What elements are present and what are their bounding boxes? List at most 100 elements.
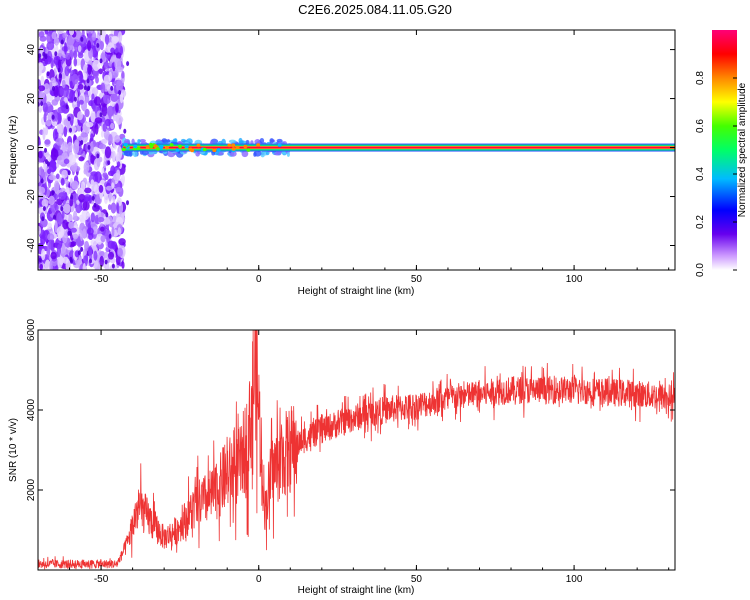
signal-halo-blob	[129, 150, 133, 157]
noise-blob	[82, 263, 87, 270]
signal-halo-blob	[139, 139, 146, 143]
noise-blob	[100, 235, 106, 243]
signal-blob	[212, 148, 217, 152]
noise-blob	[50, 77, 56, 84]
noise-blob	[93, 202, 97, 208]
noise-blob	[112, 195, 116, 203]
noise-blob	[116, 169, 121, 180]
signal-halo-blob	[241, 150, 249, 158]
noise-blob	[89, 142, 94, 153]
noise-blob	[110, 93, 119, 103]
bottom-y-axis-label: SNR (10 * v/v)	[8, 418, 19, 482]
noise-blob	[44, 30, 49, 35]
noise-blob	[80, 140, 84, 145]
noise-blob	[107, 204, 112, 211]
noise-blob	[82, 228, 87, 239]
noise-blob	[61, 79, 66, 89]
noise-blob	[121, 70, 125, 79]
noise-blob	[102, 94, 107, 102]
signal-halo-blob	[141, 150, 149, 156]
noise-blob	[77, 111, 83, 121]
noise-blob	[40, 234, 46, 245]
signal-halo-blob	[269, 138, 275, 144]
noise-blob	[48, 174, 57, 181]
signal-halo-blob	[254, 139, 261, 145]
noise-blob	[78, 193, 86, 203]
noise-blob	[56, 212, 62, 225]
noise-blob	[99, 255, 104, 267]
noise-blob	[53, 214, 56, 220]
noise-blob	[110, 202, 117, 214]
noise-blob	[61, 169, 68, 179]
noise-blob	[38, 225, 42, 236]
noise-blob	[98, 156, 103, 163]
noise-blob	[96, 43, 100, 48]
noise-blob	[38, 186, 46, 194]
noise-blob	[42, 102, 48, 113]
noise-blob	[115, 254, 121, 266]
noise-blob	[80, 246, 84, 252]
signal-halo-blob	[155, 140, 163, 145]
noise-blob	[69, 89, 75, 103]
noise-blob	[112, 36, 120, 42]
signal-halo-blob	[162, 139, 171, 143]
noise-blob	[72, 233, 79, 240]
noise-blob	[103, 251, 109, 259]
signal-blob	[164, 145, 169, 150]
noise-blob	[40, 101, 44, 107]
noise-blob	[64, 65, 70, 77]
noise-blob	[52, 86, 55, 91]
noise-blob	[54, 109, 58, 122]
noise-blob	[117, 31, 123, 43]
noise-blob	[100, 138, 108, 144]
signal-blob	[149, 144, 154, 149]
noise-blob	[38, 150, 43, 159]
signal-blob	[277, 143, 282, 147]
noise-blob	[110, 47, 115, 54]
noise-blob	[98, 184, 104, 193]
noise-blob	[83, 161, 90, 173]
noise-blob	[79, 73, 84, 84]
signal-blob	[216, 148, 221, 152]
noise-blob	[115, 114, 123, 125]
noise-blob	[62, 32, 68, 39]
colorbar-gradient	[712, 30, 737, 270]
noise-blob	[42, 127, 46, 141]
noise-blob	[72, 50, 78, 59]
noise-blob	[93, 184, 99, 195]
noise-blob	[84, 187, 92, 194]
noise-blob	[91, 31, 97, 41]
noise-blob	[57, 59, 62, 69]
noise-blob	[115, 187, 123, 193]
noise-blob	[79, 34, 87, 48]
noise-blob	[97, 216, 105, 223]
noise-blob	[70, 227, 77, 233]
noise-blob	[83, 85, 87, 91]
noise-blob	[117, 227, 122, 236]
noise-blob	[42, 51, 46, 57]
noise-blob	[44, 139, 51, 145]
noise-blob	[118, 147, 123, 159]
noise-blob	[97, 239, 102, 245]
noise-blob	[123, 128, 127, 134]
noise-blob	[121, 261, 125, 269]
signal-blob	[235, 145, 240, 150]
noise-blob	[42, 170, 47, 182]
noise-blob	[77, 250, 81, 256]
noise-blob	[86, 227, 94, 236]
noise-blob	[82, 200, 90, 211]
signal-halo-blob	[211, 151, 216, 156]
noise-blob	[107, 251, 115, 260]
noise-blob	[70, 194, 74, 200]
noise-blob	[41, 216, 45, 222]
colorbar-tick-label: 0.4	[695, 167, 706, 181]
noise-blob	[84, 196, 90, 202]
signal-blob	[169, 143, 174, 147]
noise-blob	[121, 174, 125, 184]
signal-halo-blob	[259, 138, 265, 144]
noise-blob	[56, 226, 65, 238]
noise-blob	[80, 181, 86, 192]
colorbar-tick-label: 0.2	[695, 215, 706, 229]
noise-blob	[39, 91, 46, 99]
